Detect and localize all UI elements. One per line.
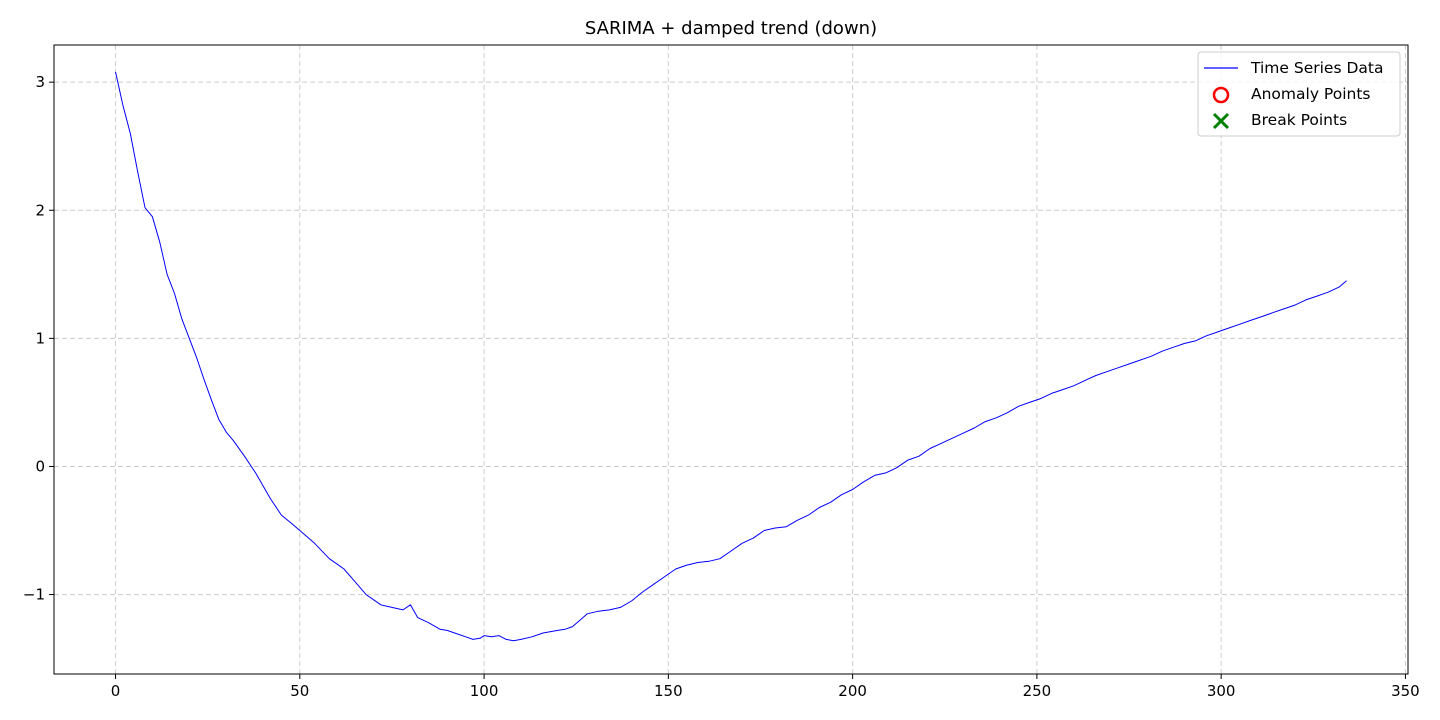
y-tick-label: −1 [23, 586, 45, 604]
x-tick-label: 200 [838, 682, 867, 700]
x-tick-label: 250 [1023, 682, 1052, 700]
legend-label: Time Series Data [1250, 59, 1383, 77]
x-tick-label: 100 [470, 682, 499, 700]
y-tick-label: 1 [35, 329, 45, 347]
grid [54, 45, 1408, 674]
legend-label: Anomaly Points [1251, 85, 1370, 103]
y-tick-label: 3 [35, 73, 45, 91]
anomaly-marker-icon [1212, 86, 1230, 104]
series-line [115, 71, 1347, 642]
legend: Time Series Data Anomaly Points Break Poin… [1197, 51, 1401, 137]
y-tick-label: 0 [35, 457, 45, 475]
axes-ticks: 0 50 100 150 200 250 300 350 −1 0 1 2 3 [23, 73, 1420, 700]
x-tick-label: 150 [654, 682, 683, 700]
x-tick-label: 0 [111, 682, 121, 700]
break-marker-icon [1212, 112, 1230, 130]
legend-box [1197, 51, 1401, 137]
legend-label: Break Points [1251, 111, 1347, 129]
x-tick-label: 300 [1207, 682, 1236, 700]
chart-title: SARIMA + damped trend (down) [585, 18, 877, 39]
x-tick-label: 50 [290, 682, 309, 700]
series-layer [115, 71, 1347, 642]
x-tick-label: 350 [1391, 682, 1420, 700]
y-tick-label: 2 [35, 201, 45, 219]
plot-frame [53, 44, 1409, 675]
